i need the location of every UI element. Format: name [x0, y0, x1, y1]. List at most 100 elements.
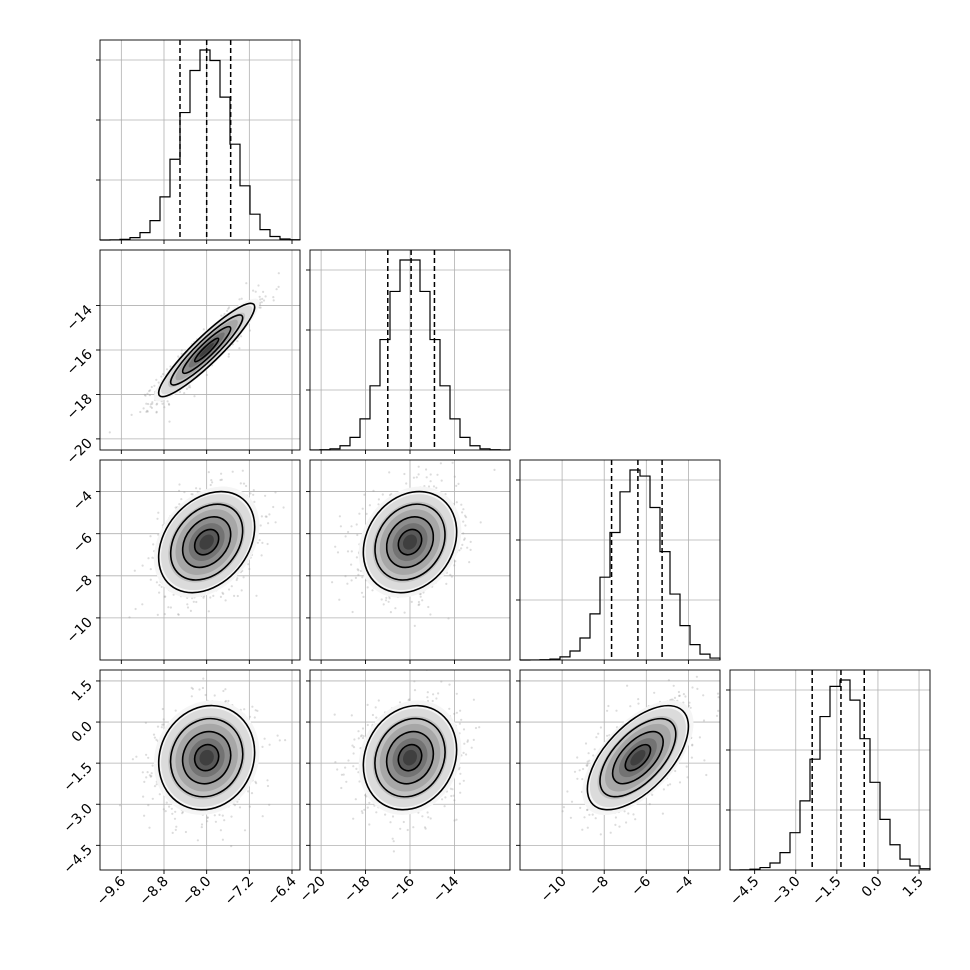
- histogram-step-line: [99, 49, 301, 241]
- x-tick-label: 0.0: [859, 874, 886, 901]
- scatter-point: [209, 483, 212, 487]
- scatter-point: [277, 285, 280, 288]
- scatter-point: [147, 804, 150, 807]
- axes-frame: [99, 459, 301, 661]
- scatter-point: [453, 564, 456, 567]
- scatter-point: [342, 773, 345, 776]
- scatter-point: [391, 837, 394, 840]
- scatter-point: [338, 598, 341, 601]
- scatter-point: [459, 772, 462, 775]
- scatter-point: [336, 768, 339, 771]
- scatter-point: [274, 491, 277, 494]
- scatter-point: [148, 826, 151, 829]
- scatter-point: [637, 698, 640, 701]
- scatter-point: [148, 774, 151, 777]
- scatter-point: [344, 575, 347, 578]
- scatter-point: [207, 471, 210, 474]
- scatter-point: [150, 774, 153, 778]
- scatter-point: [267, 522, 270, 525]
- scatter-point: [363, 493, 366, 496]
- y-tick-label: −10: [64, 614, 96, 646]
- scatter-point: [206, 820, 209, 823]
- scatter-point: [462, 532, 465, 535]
- scatter-point: [615, 709, 618, 712]
- scatter-point: [141, 771, 144, 774]
- scatter-point: [385, 596, 388, 600]
- density-shading: [153, 298, 260, 402]
- scatter-point: [355, 556, 358, 559]
- scatter-point: [163, 406, 166, 409]
- scatter-point: [258, 306, 261, 309]
- scatter-point: [143, 393, 146, 396]
- scatter-point: [163, 613, 166, 616]
- scatter-point: [359, 735, 363, 738]
- scatter-point: [230, 845, 233, 848]
- scatter-point: [359, 569, 362, 573]
- y-tick-label: −16: [64, 346, 96, 378]
- scatter-point: [350, 525, 353, 528]
- scatter-point: [674, 769, 677, 773]
- x-tick-label: −8.0: [179, 874, 214, 909]
- scatter-point: [450, 575, 453, 578]
- scatter-point: [149, 389, 152, 392]
- scatter-point: [192, 600, 195, 603]
- scatter-point: [177, 355, 180, 358]
- scatter-point: [334, 761, 337, 764]
- scatter-point: [398, 701, 402, 704]
- scatter-point: [221, 814, 224, 817]
- scatter-point: [686, 776, 689, 779]
- scatter-point: [258, 295, 261, 298]
- scatter-point: [219, 595, 222, 599]
- scatter-point: [685, 765, 688, 768]
- scatter-point: [223, 819, 226, 822]
- scatter-point: [365, 512, 368, 516]
- scatter-point: [219, 829, 222, 832]
- scatter-point: [361, 736, 365, 740]
- scatter-point: [168, 805, 171, 808]
- scatter-point: [406, 828, 409, 832]
- scatter-point: [415, 476, 418, 479]
- scatter-point: [586, 763, 589, 766]
- scatter-point: [162, 808, 165, 811]
- scatter-point: [248, 715, 252, 718]
- density-level: [630, 749, 646, 766]
- scatter-point: [158, 584, 161, 587]
- scatter-point: [333, 713, 336, 716]
- scatter-point: [614, 823, 617, 827]
- scatter-point: [274, 521, 277, 524]
- scatter-point: [579, 806, 582, 810]
- scatter-panel-1-0: −20 −18 −16 −14: [64, 249, 301, 468]
- scatter-point: [184, 830, 187, 834]
- scatter-point: [352, 752, 355, 755]
- scatter-point: [459, 791, 462, 794]
- scatter-point: [173, 817, 177, 820]
- scatter-point: [384, 813, 387, 816]
- scatter-point: [581, 778, 584, 781]
- scatter-point: [186, 606, 190, 609]
- scatter-point: [178, 489, 181, 492]
- scatter-point: [597, 732, 600, 735]
- scatter-point: [202, 328, 205, 331]
- scatter-point: [583, 816, 586, 819]
- scatter-point: [275, 288, 278, 291]
- scatter-point: [375, 716, 378, 719]
- scatter-point: [462, 779, 465, 782]
- scatter-point: [223, 312, 226, 316]
- scatter-point: [651, 793, 654, 797]
- scatter-point: [254, 290, 257, 293]
- scatter-point: [455, 501, 458, 504]
- scatter-point: [150, 385, 153, 389]
- scatter-point: [702, 719, 706, 722]
- x-tick-label: −16: [386, 873, 418, 905]
- scatter-point: [609, 831, 612, 834]
- scatter-point: [347, 759, 350, 762]
- scatter-point: [703, 759, 706, 762]
- scatter-point: [431, 699, 434, 703]
- scatter-point: [705, 773, 708, 777]
- scatter-point: [361, 811, 364, 815]
- scatter-point: [429, 817, 432, 820]
- scatter-point: [252, 289, 255, 292]
- x-tick-label: −14: [430, 873, 462, 905]
- scatter-point: [366, 586, 369, 589]
- density-shading: [358, 700, 462, 815]
